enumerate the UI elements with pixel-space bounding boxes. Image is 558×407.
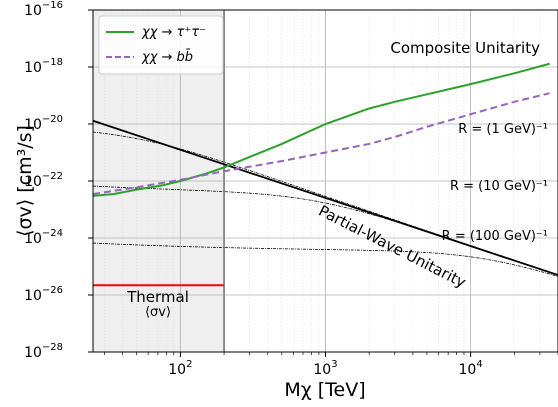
- series-group: [93, 62, 550, 197]
- legend-box: [98, 15, 224, 75]
- composite-unitarity-label: Composite Unitarity: [390, 39, 540, 57]
- x-tick-label: 104: [459, 359, 483, 378]
- x-tick-exponent: 2: [186, 359, 192, 370]
- y-tick-label: 10−18: [24, 57, 63, 76]
- thermal-label: Thermal: [126, 288, 189, 306]
- radius-curve-2: [93, 242, 558, 277]
- x-axis-ticks: 102 103 104: [104, 352, 558, 378]
- x-tick-label: 102: [168, 359, 192, 378]
- y-axis-label: ⟨σv⟩ [cm³/s]: [14, 125, 36, 237]
- partial-wave-unitarity-line: [93, 119, 558, 276]
- x-tick-exponent: 4: [476, 359, 482, 370]
- y-tick-exponent: −22: [42, 171, 63, 182]
- series-line-1: [93, 92, 550, 195]
- x-tick-label: 103: [313, 359, 337, 378]
- y-tick-exponent: −20: [42, 114, 63, 125]
- y-tick-label: 10−26: [24, 285, 63, 304]
- y-tick-exponent: −26: [42, 285, 63, 296]
- x-tick-exponent: 3: [331, 359, 337, 370]
- legend: χχ → τ⁺τ⁻ χχ → bb̄: [98, 15, 224, 75]
- radius-label-1gev: R = (1 GeV)⁻¹: [458, 122, 548, 137]
- series-line-0: [93, 62, 550, 197]
- y-tick-exponent: −16: [42, 0, 63, 11]
- thermal-sigmav-label: ⟨σv⟩: [145, 305, 171, 320]
- radius-label-100gev: R = (100 GeV)⁻¹: [442, 229, 548, 244]
- legend-label-bb: χχ → bb̄: [141, 50, 193, 65]
- y-tick-label: 10−28: [24, 342, 63, 361]
- y-tick-label: 10−16: [24, 0, 63, 19]
- radius-label-10gev: R = (10 GeV)⁻¹: [450, 179, 548, 194]
- x-axis-label: Mχ [TeV]: [284, 379, 365, 401]
- y-tick-exponent: −28: [42, 342, 63, 353]
- y-tick-exponent: −18: [42, 57, 63, 68]
- legend-label-tau: χχ → τ⁺τ⁻: [141, 25, 206, 40]
- y-tick-exponent: −24: [42, 228, 63, 239]
